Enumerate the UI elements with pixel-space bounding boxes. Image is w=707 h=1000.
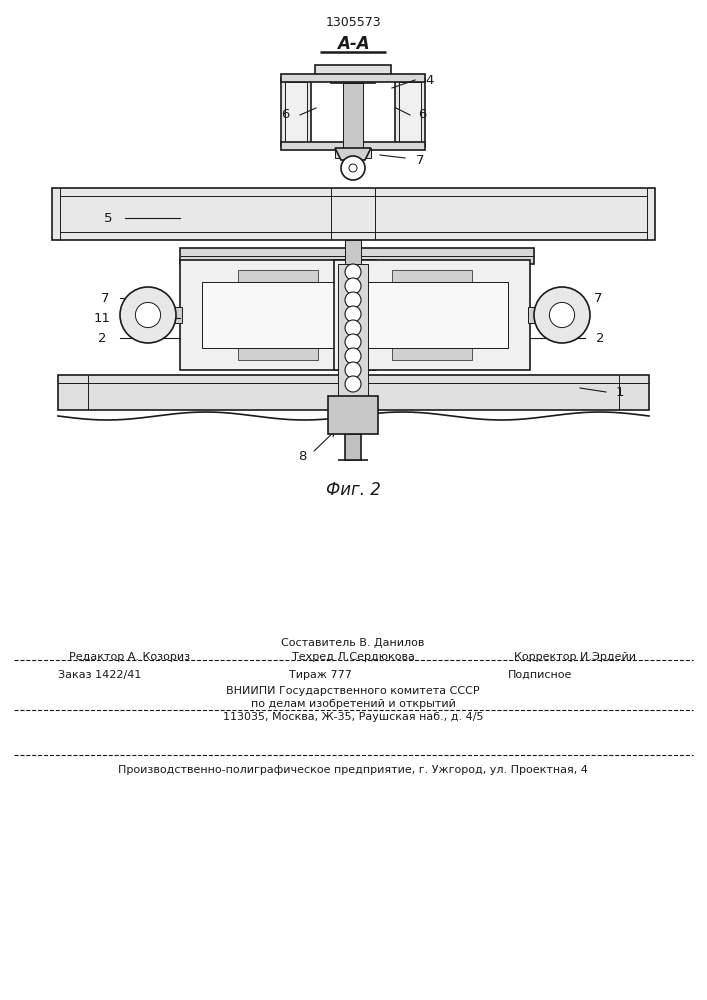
Bar <box>58 375 649 410</box>
Circle shape <box>345 376 361 392</box>
Text: 8: 8 <box>298 450 306 462</box>
Text: Техред Л.Сердюкова: Техред Л.Сердюкова <box>291 652 414 662</box>
Text: Производственно-полиграфическое предприятие, г. Ужгород, ул. Проектная, 4: Производственно-полиграфическое предприя… <box>118 765 588 775</box>
Bar <box>392 270 472 284</box>
Text: Подписное: Подписное <box>508 670 572 680</box>
Bar <box>180 248 534 264</box>
Circle shape <box>120 287 176 343</box>
Text: 2: 2 <box>596 332 604 344</box>
Bar <box>172 307 182 323</box>
Circle shape <box>345 320 361 336</box>
Bar <box>328 396 378 434</box>
Bar <box>356 282 508 348</box>
Circle shape <box>341 156 365 180</box>
Bar <box>338 264 368 396</box>
Bar <box>425 284 439 346</box>
Text: А-А: А-А <box>337 35 369 53</box>
Circle shape <box>345 362 361 378</box>
Bar <box>281 78 311 146</box>
Text: 6: 6 <box>281 108 289 121</box>
Text: 5: 5 <box>104 212 112 225</box>
Bar <box>315 65 391 75</box>
Text: 4: 4 <box>426 74 434 87</box>
Bar <box>202 282 354 348</box>
Text: Фиг. 2: Фиг. 2 <box>325 481 380 499</box>
Text: 6: 6 <box>418 108 426 121</box>
Bar <box>335 148 371 158</box>
Text: Тираж 777: Тираж 777 <box>288 670 351 680</box>
Bar <box>281 74 425 82</box>
Text: 1305573: 1305573 <box>325 15 381 28</box>
Bar <box>334 260 530 370</box>
Text: 7: 7 <box>594 292 602 304</box>
Circle shape <box>345 334 361 350</box>
Bar <box>180 260 376 370</box>
Bar <box>395 78 425 146</box>
Bar <box>238 346 318 360</box>
Text: 1: 1 <box>616 385 624 398</box>
Text: 7: 7 <box>101 292 110 304</box>
Text: Корректор И.Эрдейи: Корректор И.Эрдейи <box>514 652 636 662</box>
Circle shape <box>549 302 575 328</box>
Circle shape <box>345 348 361 364</box>
Bar <box>285 82 307 142</box>
Polygon shape <box>335 148 371 160</box>
Circle shape <box>345 278 361 294</box>
Bar <box>399 82 421 142</box>
Bar <box>281 142 425 150</box>
Text: 11: 11 <box>93 312 110 324</box>
Text: Редактор А. Козориз: Редактор А. Козориз <box>69 652 191 662</box>
Text: Заказ 1422/41: Заказ 1422/41 <box>58 670 141 680</box>
Text: по делам изобретений и открытий: по делам изобретений и открытий <box>250 699 455 709</box>
Bar <box>392 346 472 360</box>
Bar <box>345 240 361 380</box>
Circle shape <box>345 306 361 322</box>
Bar <box>238 270 318 284</box>
Text: 2: 2 <box>98 332 106 344</box>
Bar <box>528 307 538 323</box>
Bar <box>343 83 363 155</box>
Bar <box>271 284 285 346</box>
Circle shape <box>349 164 357 172</box>
Circle shape <box>345 264 361 280</box>
Circle shape <box>534 287 590 343</box>
Text: ВНИИПИ Государственного комитета СССР: ВНИИПИ Государственного комитета СССР <box>226 686 480 696</box>
Bar <box>345 434 361 460</box>
Bar <box>331 75 375 83</box>
Circle shape <box>345 292 361 308</box>
Text: Составитель В. Данилов: Составитель В. Данилов <box>281 638 425 648</box>
Bar <box>52 188 655 240</box>
Text: 7: 7 <box>416 153 424 166</box>
Circle shape <box>136 302 160 328</box>
Text: 113035, Москва, Ж-35, Раушская наб., д. 4/5: 113035, Москва, Ж-35, Раушская наб., д. … <box>223 712 484 722</box>
